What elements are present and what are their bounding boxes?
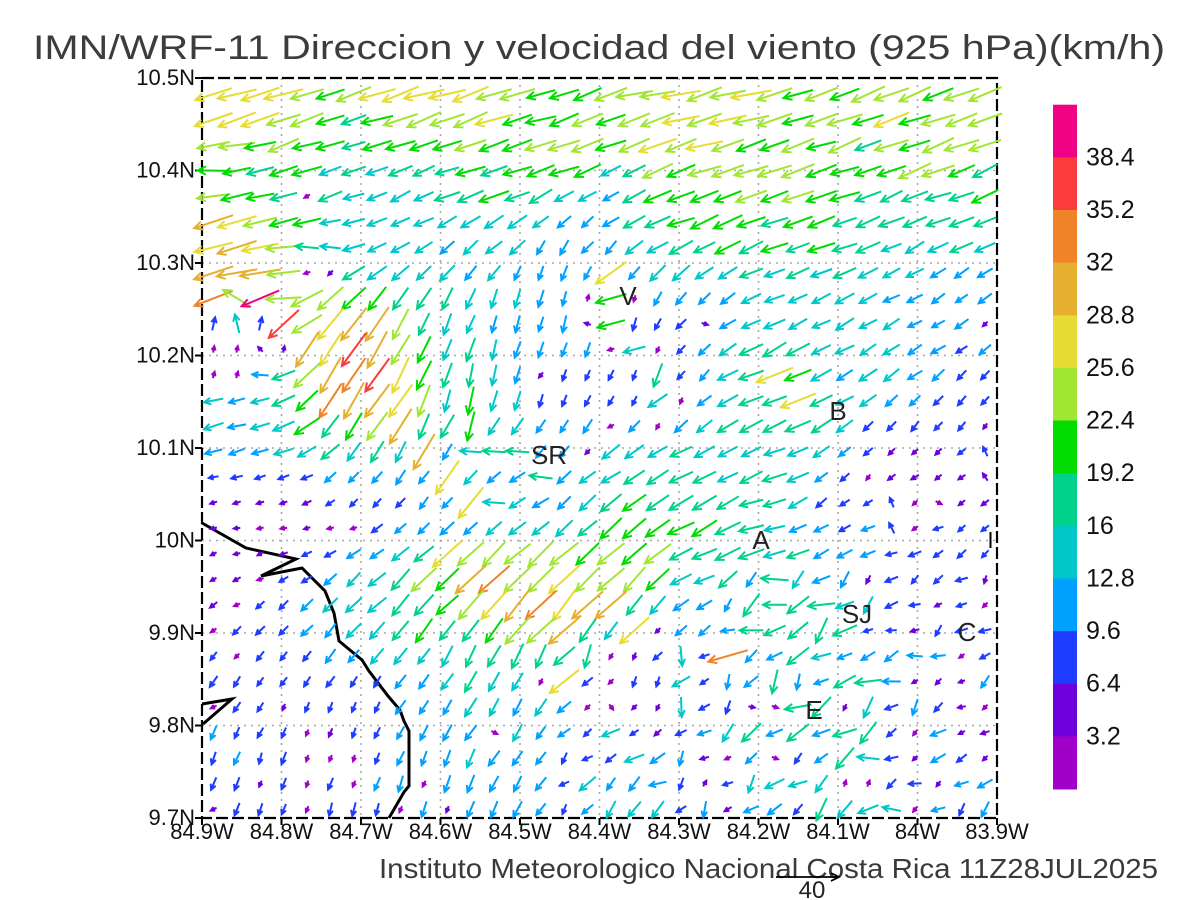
svg-text:84.4W: 84.4W [568,819,632,844]
svg-text:84.9W: 84.9W [170,819,234,844]
svg-text:84.1W: 84.1W [806,819,870,844]
svg-text:38.4: 38.4 [1086,143,1135,171]
svg-text:84.2W: 84.2W [727,819,791,844]
svg-text:10.2N: 10.2N [136,343,195,368]
svg-text:SR: SR [531,440,567,470]
svg-text:12.8: 12.8 [1086,564,1135,592]
svg-text:9.6: 9.6 [1086,617,1121,645]
svg-text:C: C [958,617,977,647]
svg-text:10.3N: 10.3N [136,250,195,275]
svg-text:19.2: 19.2 [1086,459,1135,487]
svg-text:25.6: 25.6 [1086,354,1135,382]
svg-text:10N: 10N [155,528,195,553]
svg-text:V: V [619,281,637,311]
svg-text:84W: 84W [895,819,940,844]
svg-text:84.3W: 84.3W [647,819,711,844]
svg-text:3.2: 3.2 [1086,722,1121,750]
svg-text:9.9N: 9.9N [149,620,195,645]
svg-text:6.4: 6.4 [1086,670,1121,698]
svg-text:83.9W: 83.9W [965,819,1029,844]
svg-text:84.7W: 84.7W [329,819,393,844]
svg-text:Instituto Meteorologico Nacion: Instituto Meteorologico Nacional Costa R… [379,853,1158,884]
svg-text:10.4N: 10.4N [136,158,195,183]
svg-text:SJ: SJ [842,599,872,629]
svg-text:32: 32 [1086,249,1114,277]
svg-text:22.4: 22.4 [1086,407,1135,435]
svg-text:9.7N: 9.7N [149,805,195,830]
svg-text:16: 16 [1086,512,1114,540]
svg-text:A: A [752,525,770,555]
svg-text:B: B [829,396,846,426]
svg-text:28.8: 28.8 [1086,301,1135,329]
svg-text:9.8N: 9.8N [149,713,195,738]
svg-text:IMN/WRF-11 Direccion y velocid: IMN/WRF-11 Direccion y velocidad del vie… [33,29,1165,67]
svg-text:10.5N: 10.5N [136,65,195,90]
svg-text:35.2: 35.2 [1086,196,1135,224]
svg-text:E: E [805,695,822,725]
svg-text:84.5W: 84.5W [488,819,552,844]
svg-text:40: 40 [799,877,826,900]
svg-text:84.6W: 84.6W [409,819,473,844]
svg-text:10.1N: 10.1N [136,435,195,460]
svg-text:84.8W: 84.8W [250,819,314,844]
